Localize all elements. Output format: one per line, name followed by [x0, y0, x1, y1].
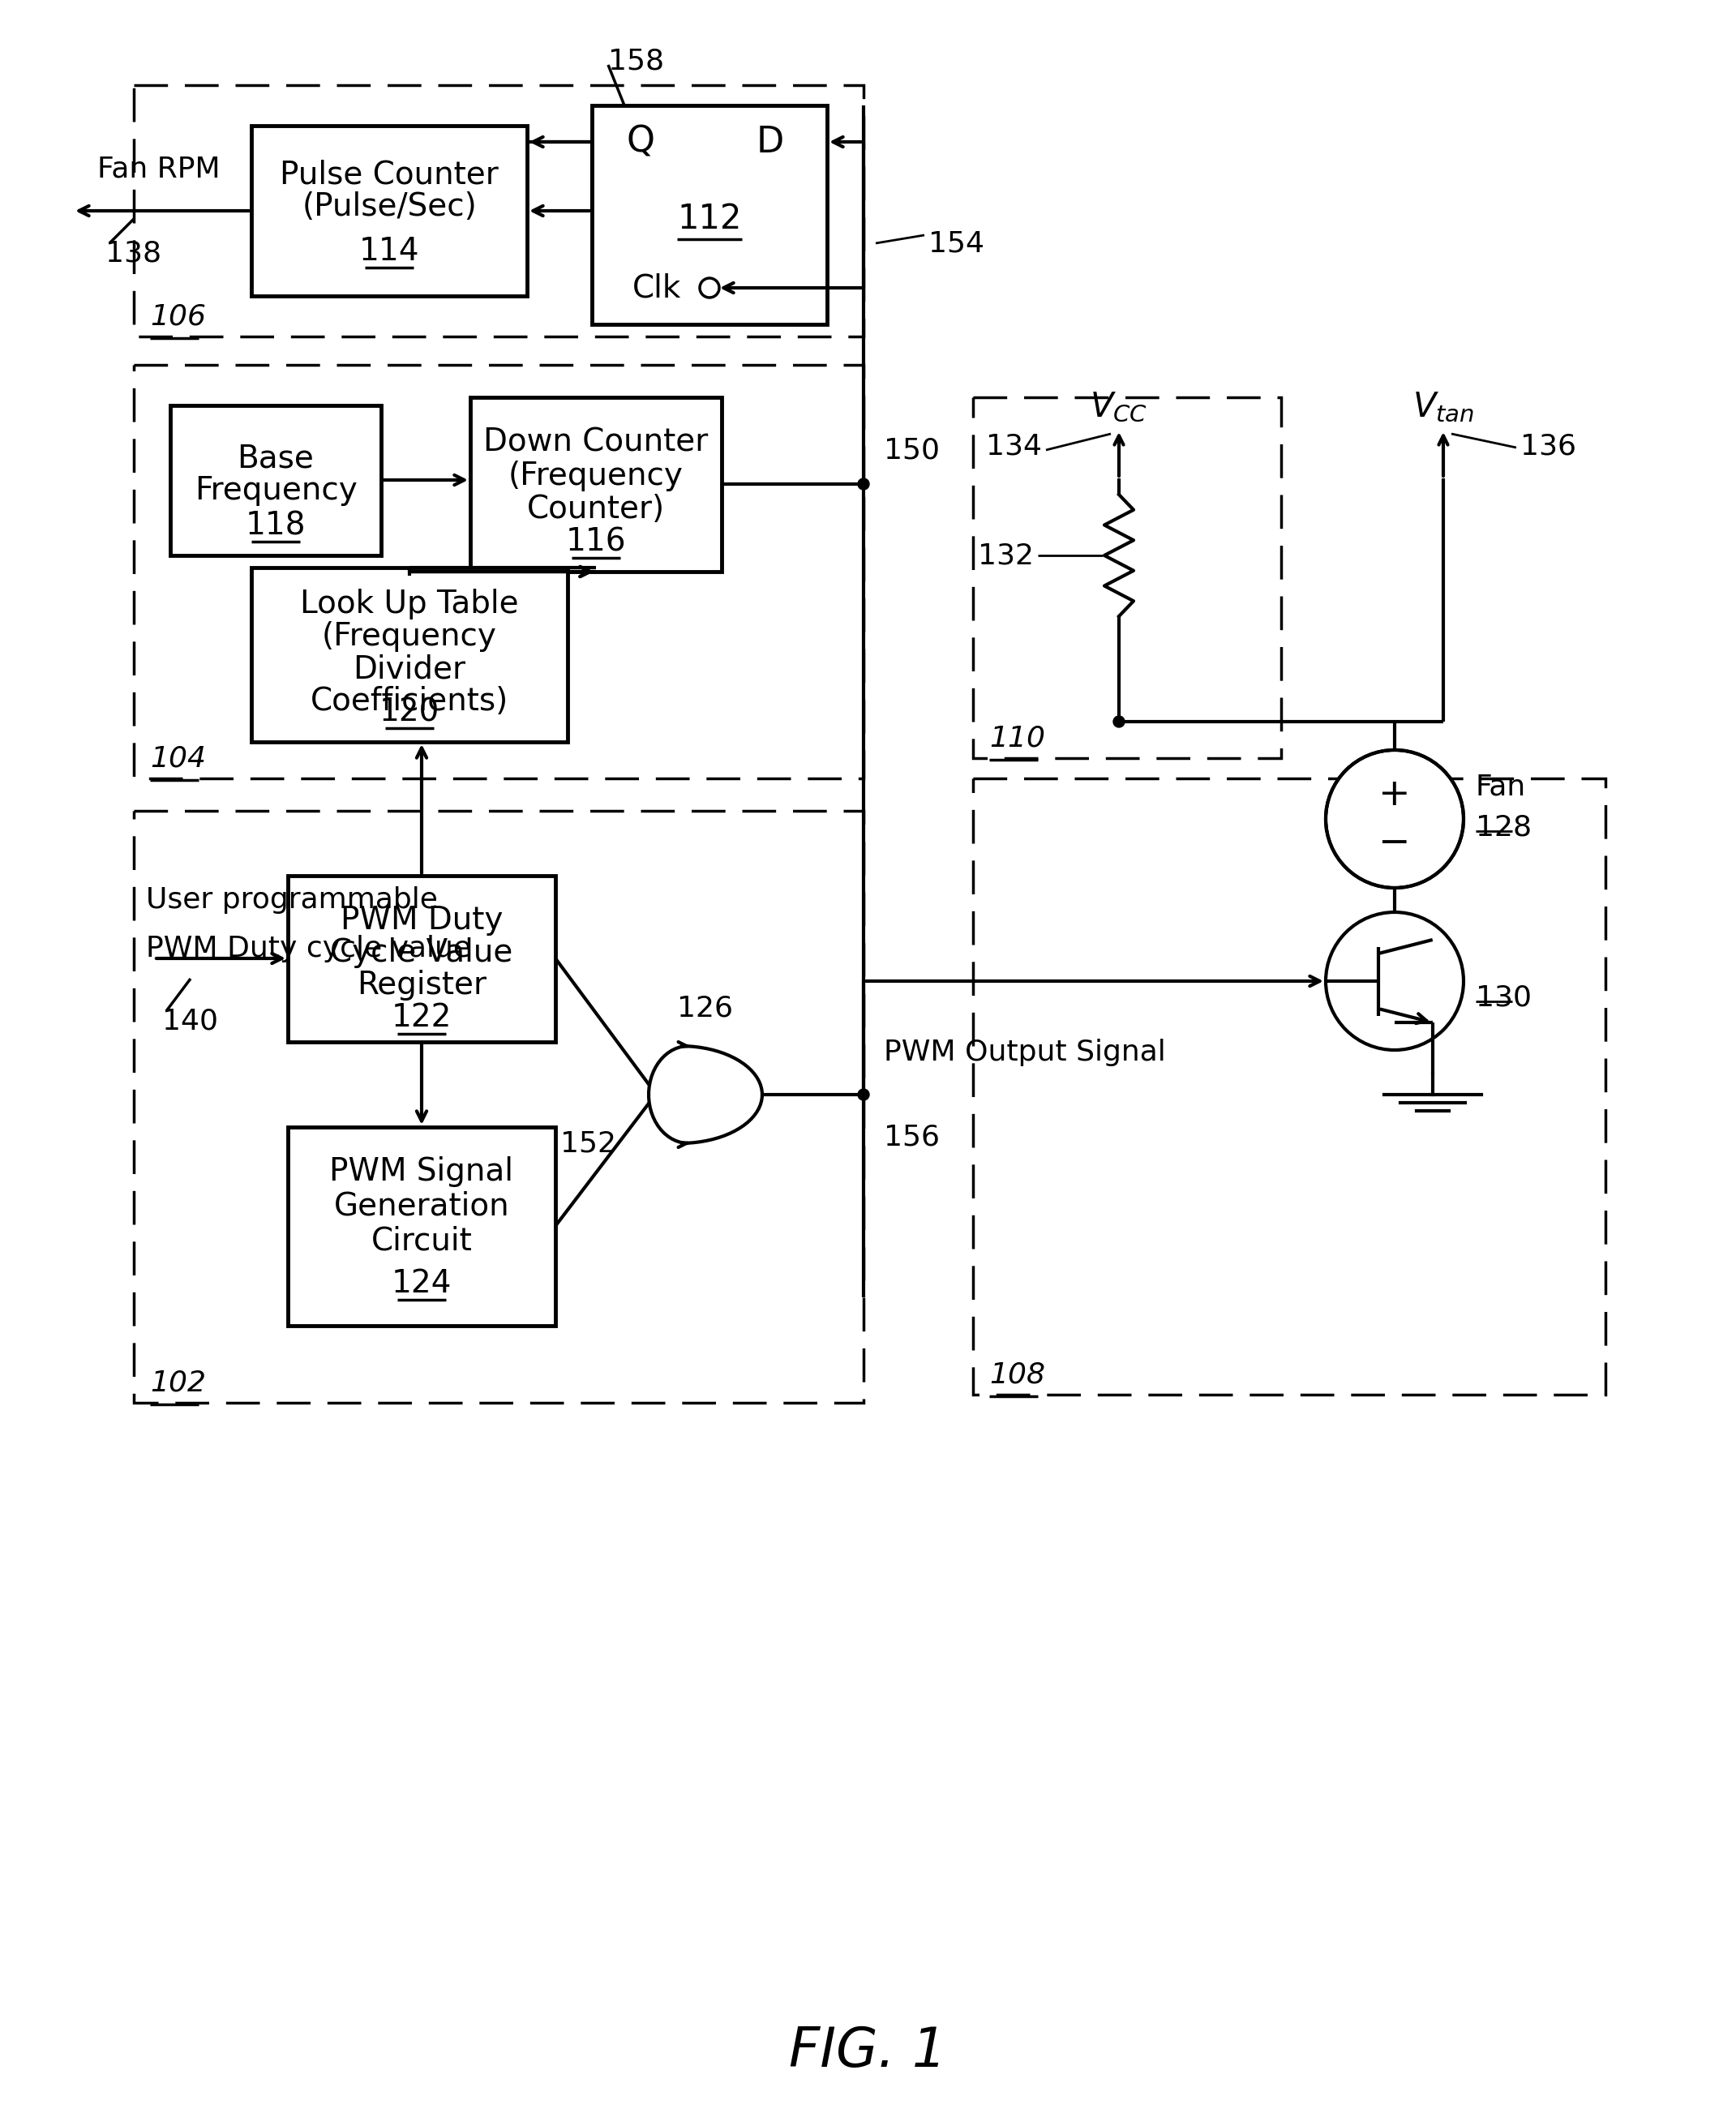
- Bar: [972, 778, 1606, 1395]
- Text: 158: 158: [608, 47, 665, 74]
- Bar: [252, 568, 568, 742]
- Text: 130: 130: [1476, 984, 1531, 1012]
- Text: (Pulse/Sec): (Pulse/Sec): [302, 191, 477, 223]
- Text: 114: 114: [359, 236, 420, 266]
- Text: 104: 104: [149, 744, 207, 772]
- Text: 140: 140: [161, 1008, 219, 1035]
- Text: Divider: Divider: [352, 653, 465, 685]
- Text: 136: 136: [1521, 432, 1576, 459]
- Text: 150: 150: [884, 436, 939, 463]
- Text: $V_{tan}$: $V_{tan}$: [1413, 389, 1474, 423]
- Circle shape: [1326, 750, 1463, 889]
- Text: Frequency: Frequency: [194, 474, 358, 506]
- Text: 110: 110: [990, 725, 1045, 753]
- Text: PWM Duty cycle value: PWM Duty cycle value: [146, 935, 470, 963]
- Circle shape: [858, 478, 870, 489]
- Bar: [134, 85, 863, 336]
- Bar: [972, 398, 1281, 759]
- Text: 132: 132: [977, 542, 1035, 570]
- Text: 122: 122: [392, 1001, 451, 1033]
- Bar: [592, 106, 826, 325]
- Text: Cycle Value: Cycle Value: [330, 938, 514, 967]
- Bar: [288, 1127, 556, 1327]
- Text: 128: 128: [1476, 814, 1531, 840]
- Text: 126: 126: [677, 995, 733, 1023]
- Bar: [170, 406, 382, 555]
- Text: 108: 108: [990, 1361, 1045, 1388]
- Text: Counter): Counter): [528, 493, 665, 525]
- Text: Clk: Clk: [632, 272, 681, 304]
- Text: +: +: [1378, 776, 1411, 812]
- Text: Down Counter: Down Counter: [484, 427, 708, 457]
- Text: Register: Register: [358, 969, 486, 1001]
- Text: (Frequency: (Frequency: [321, 621, 496, 653]
- Text: 154: 154: [929, 230, 984, 257]
- Text: PWM Signal: PWM Signal: [330, 1157, 514, 1186]
- Bar: [252, 125, 528, 296]
- Text: Pulse Counter: Pulse Counter: [279, 159, 498, 189]
- Text: Fan: Fan: [1476, 772, 1526, 799]
- Text: 106: 106: [149, 302, 207, 330]
- Circle shape: [1113, 716, 1125, 727]
- Text: Generation: Generation: [333, 1191, 509, 1220]
- Text: −: −: [1378, 825, 1411, 861]
- Text: 138: 138: [106, 240, 161, 266]
- Text: 118: 118: [245, 510, 306, 540]
- Text: Coefficients): Coefficients): [311, 687, 509, 716]
- Text: 156: 156: [884, 1123, 939, 1150]
- Text: (Frequency: (Frequency: [509, 461, 684, 491]
- Text: FIG. 1: FIG. 1: [788, 2024, 946, 2077]
- Text: PWM Output Signal: PWM Output Signal: [884, 1040, 1167, 1067]
- Text: User programmable: User programmable: [146, 887, 437, 914]
- Text: 152: 152: [561, 1129, 616, 1157]
- Text: Circuit: Circuit: [372, 1225, 472, 1256]
- Text: 102: 102: [149, 1369, 207, 1397]
- Text: 124: 124: [392, 1267, 451, 1299]
- Text: 120: 120: [380, 697, 439, 727]
- Text: 112: 112: [677, 202, 741, 236]
- Bar: [288, 876, 556, 1042]
- Text: $V_{CC}$: $V_{CC}$: [1090, 389, 1147, 423]
- Text: Q: Q: [627, 125, 654, 159]
- Text: 134: 134: [986, 432, 1042, 459]
- Bar: [134, 366, 863, 778]
- Text: 116: 116: [566, 527, 627, 557]
- Text: Base: Base: [238, 442, 314, 474]
- Circle shape: [1326, 912, 1463, 1050]
- Text: D: D: [757, 125, 785, 159]
- Text: Look Up Table: Look Up Table: [300, 589, 519, 619]
- Bar: [134, 810, 863, 1403]
- Bar: [470, 398, 722, 572]
- Circle shape: [858, 1089, 870, 1101]
- Text: Fan RPM: Fan RPM: [97, 155, 220, 183]
- Polygon shape: [649, 1046, 762, 1144]
- Text: PWM Duty: PWM Duty: [340, 906, 503, 935]
